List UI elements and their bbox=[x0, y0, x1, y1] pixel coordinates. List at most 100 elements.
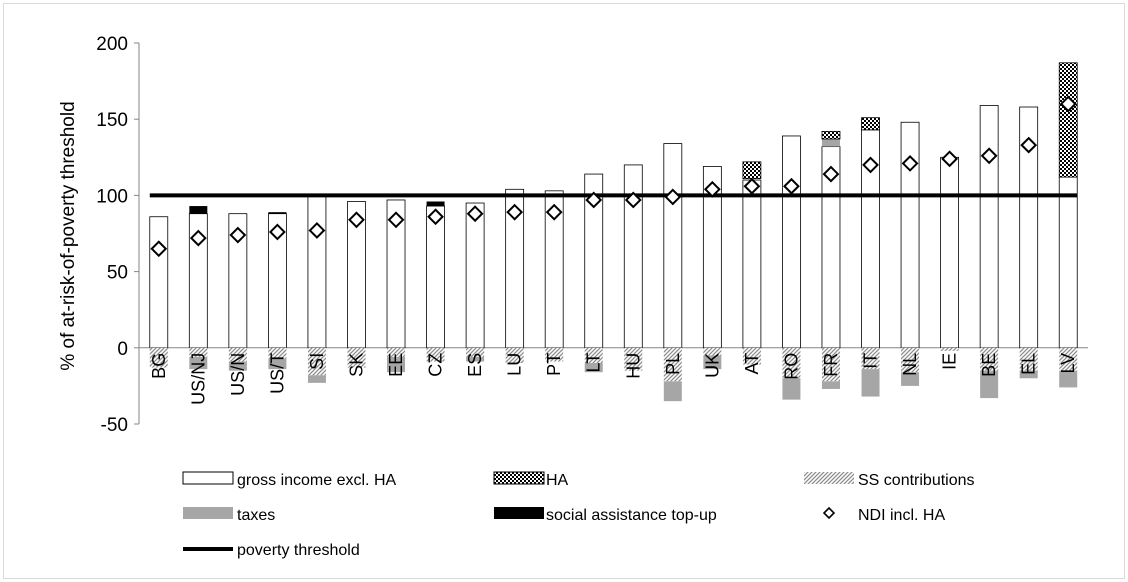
x-tick-label-us-t: US/T bbox=[267, 353, 287, 394]
bar-ss-contributions-bg bbox=[149, 347, 168, 368]
y-tick-label: 200 bbox=[96, 34, 128, 55]
ndi-marker-sk bbox=[348, 211, 365, 229]
legend-label-poverty-threshold: poverty threshold bbox=[237, 542, 360, 559]
bar-ss-contributions-us-nj bbox=[189, 347, 208, 357]
y-tick-label: 50 bbox=[107, 263, 128, 284]
bar-gross-income-ro bbox=[782, 135, 801, 349]
legend-label-ndi: NDI incl. HA bbox=[858, 507, 945, 524]
legend-swatch-ss-contributions bbox=[804, 472, 854, 484]
bar-ss-contributions-us-n bbox=[228, 347, 247, 362]
legend-entry-gross-income: gross income excl. HA bbox=[182, 471, 396, 489]
x-tick-label-lu: LU bbox=[505, 353, 525, 376]
bar-ss-contributions-lv bbox=[1059, 347, 1078, 371]
x-tick-label-cz: CZ bbox=[426, 353, 446, 377]
ndi-marker-ee bbox=[387, 211, 405, 229]
bar-ha-at bbox=[742, 161, 762, 180]
bar-ss-contributions-ee bbox=[387, 347, 406, 357]
x-tick-label-nl: NL bbox=[900, 353, 920, 376]
ndi-marker-hu bbox=[624, 191, 642, 209]
ndi-marker-nl bbox=[901, 154, 919, 172]
legend-entry-ndi: NDI incl. HA bbox=[822, 506, 945, 524]
bar-taxes-uk bbox=[703, 355, 722, 370]
x-tick-label-lv: LV bbox=[1058, 353, 1078, 374]
x-tick-label-sk: SK bbox=[346, 353, 366, 377]
y-axis: -50 0 50 100 150 200 bbox=[96, 34, 1088, 436]
bar-taxes-positive-fr bbox=[821, 139, 840, 147]
bar-taxes-it bbox=[861, 369, 880, 397]
legend-swatch-taxes bbox=[183, 507, 233, 519]
y-axis-label: % of at-risk-of-poverty threshold bbox=[58, 101, 79, 370]
x-tick-label-us-nj: US/NJ bbox=[188, 353, 208, 405]
bar-ss-contributions-it bbox=[861, 347, 880, 370]
ndi-marker-ro bbox=[783, 177, 800, 195]
bar-ss-contributions-fr bbox=[821, 347, 840, 382]
ndi-marker-pt bbox=[545, 203, 563, 221]
bar-ss-contributions-pt bbox=[545, 347, 564, 362]
bar-social-assistance-cz bbox=[426, 201, 445, 207]
bar-taxes-es bbox=[466, 356, 485, 362]
bar-gross-income-bg bbox=[149, 216, 169, 349]
bar-taxes-pl bbox=[663, 381, 682, 402]
bar-taxes-lv bbox=[1059, 370, 1078, 388]
x-tick-label-ee: EE bbox=[386, 353, 406, 377]
bar-ss-contributions-hu bbox=[624, 347, 643, 371]
y-tick-label: 150 bbox=[96, 110, 128, 131]
x-tick-label-pt: PT bbox=[544, 353, 564, 376]
bar-taxes-ro bbox=[782, 378, 801, 400]
x-tick-label-ro: RO bbox=[781, 353, 801, 380]
x-tick-label-bg: BG bbox=[149, 353, 169, 379]
x-tick-label-hu: HU bbox=[623, 353, 643, 379]
ndi-marker-el bbox=[1020, 136, 1038, 154]
ndi-marker-us-n bbox=[229, 226, 247, 244]
bar-ss-contributions-uk bbox=[703, 347, 722, 356]
bar-ss-contributions-cz bbox=[426, 347, 445, 362]
ndi-marker-es bbox=[466, 205, 484, 223]
bar-gross-income-at bbox=[742, 179, 762, 349]
bar-taxes-el bbox=[1019, 370, 1038, 379]
legend-label-social-assistance: social assistance top-up bbox=[546, 507, 717, 524]
ndi-marker-be bbox=[980, 147, 998, 165]
bar-taxes-fr bbox=[821, 381, 840, 389]
x-tick-label-ie: IE bbox=[940, 353, 960, 370]
bar-gross-income-be bbox=[979, 105, 999, 349]
bar-gross-income-lv bbox=[1058, 176, 1078, 349]
legend-label-ha: HA bbox=[546, 472, 569, 489]
x-tick-label-si: SI bbox=[307, 353, 327, 370]
x-tick-label-lt: LT bbox=[584, 353, 604, 373]
bar-gross-income-si bbox=[307, 194, 327, 349]
bar-ss-contributions-es bbox=[466, 347, 485, 357]
ndi-marker-fr bbox=[822, 165, 840, 183]
ndi-marker-lv bbox=[1059, 95, 1077, 113]
bar-ha-fr bbox=[821, 130, 841, 140]
bar-ss-contributions-ie bbox=[940, 347, 959, 351]
legend-entry-poverty-threshold: poverty threshold bbox=[183, 542, 360, 559]
bar-ss-contributions-at bbox=[742, 347, 761, 365]
legend-swatch-social-assistance bbox=[494, 507, 544, 519]
legend-label-ss-contributions: SS contributions bbox=[858, 472, 975, 489]
bar-ha-lv bbox=[1058, 62, 1078, 178]
bar-ss-contributions-be bbox=[980, 347, 999, 371]
bar-taxes-lt bbox=[584, 363, 603, 373]
bar-ss-contributions-lt bbox=[584, 347, 603, 364]
x-tick-labels: BG US/NJ US/N US/T SI SK EE CZ ES LU PT LT HU PL UK AT R… bbox=[149, 353, 1078, 405]
x-tick-label-es: ES bbox=[465, 353, 485, 377]
bar-gross-income-cz bbox=[426, 205, 445, 349]
bar-gross-income-ie bbox=[940, 156, 960, 349]
bar-ss-contributions-nl bbox=[901, 347, 920, 373]
ndi-marker-at bbox=[743, 177, 761, 195]
ndi-marker-pl bbox=[664, 188, 682, 206]
bar-ss-contributions-sk bbox=[347, 347, 366, 368]
legend-entry-ss-contributions: SS contributions bbox=[804, 472, 975, 489]
bar-taxes-ee bbox=[387, 356, 406, 373]
bar-gross-income-pl bbox=[663, 143, 683, 349]
ndi-marker-us-t bbox=[268, 223, 286, 241]
bar-gross-income-es bbox=[465, 202, 485, 349]
ndi-marker-ie bbox=[941, 150, 959, 168]
legend: gross income excl. HA HA SS contribution… bbox=[182, 471, 975, 559]
bar-taxes-nl bbox=[901, 372, 920, 386]
x-tick-label-fr: FR bbox=[821, 353, 841, 377]
bars-layer bbox=[149, 62, 1078, 402]
legend-swatch-ha bbox=[493, 471, 545, 485]
